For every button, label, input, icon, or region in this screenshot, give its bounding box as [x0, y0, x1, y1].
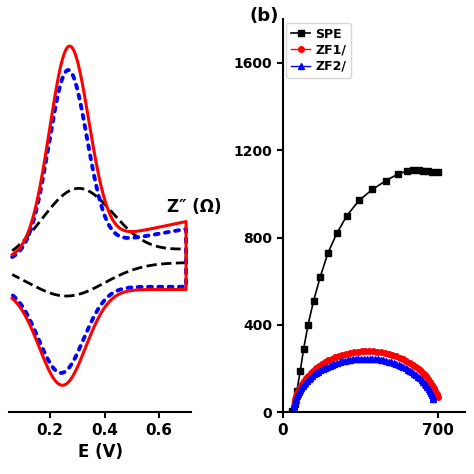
SPE: [395, 171, 401, 177]
SPE: [429, 169, 435, 175]
SPE: [301, 346, 306, 352]
ZF1/: [363, 348, 368, 354]
SPE: [420, 168, 426, 173]
ZF2/: [411, 371, 417, 377]
ZF1/: [428, 379, 433, 385]
SPE: [344, 213, 350, 219]
Line: ZF1/: ZF1/: [291, 348, 440, 415]
ZF2/: [430, 396, 436, 402]
ZF2/: [293, 397, 299, 403]
SPE: [404, 168, 410, 173]
ZF1/: [329, 356, 335, 362]
SPE: [297, 368, 303, 374]
SPE: [383, 178, 389, 183]
SPE: [325, 250, 331, 255]
Line: SPE: SPE: [289, 166, 441, 415]
SPE: [318, 274, 323, 280]
SPE: [292, 401, 298, 407]
SPE: [294, 388, 300, 393]
SPE: [305, 322, 311, 328]
SPE: [416, 167, 422, 173]
ZF1/: [308, 370, 313, 376]
ZF1/: [435, 394, 441, 400]
SPE: [334, 230, 340, 236]
Legend: SPE, ZF1/, ZF2/: SPE, ZF1/, ZF2/: [286, 23, 351, 78]
Y-axis label: Z″ (Ω): Z″ (Ω): [167, 198, 222, 216]
SPE: [290, 409, 295, 414]
SPE: [356, 198, 362, 203]
SPE: [311, 298, 317, 304]
Text: (b): (b): [250, 7, 279, 25]
ZF2/: [405, 367, 411, 373]
ZF2/: [423, 383, 429, 388]
ZF1/: [434, 391, 439, 397]
SPE: [425, 168, 431, 174]
ZF1/: [291, 410, 296, 415]
ZF1/: [301, 378, 307, 384]
ZF2/: [415, 374, 421, 380]
SPE: [435, 169, 441, 175]
ZF2/: [410, 370, 415, 375]
ZF1/: [294, 390, 300, 396]
Line: ZF2/: ZF2/: [291, 356, 436, 415]
ZF2/: [361, 356, 367, 361]
SPE: [410, 167, 416, 173]
ZF2/: [291, 410, 296, 415]
SPE: [370, 187, 375, 192]
X-axis label: E (V): E (V): [78, 443, 123, 461]
